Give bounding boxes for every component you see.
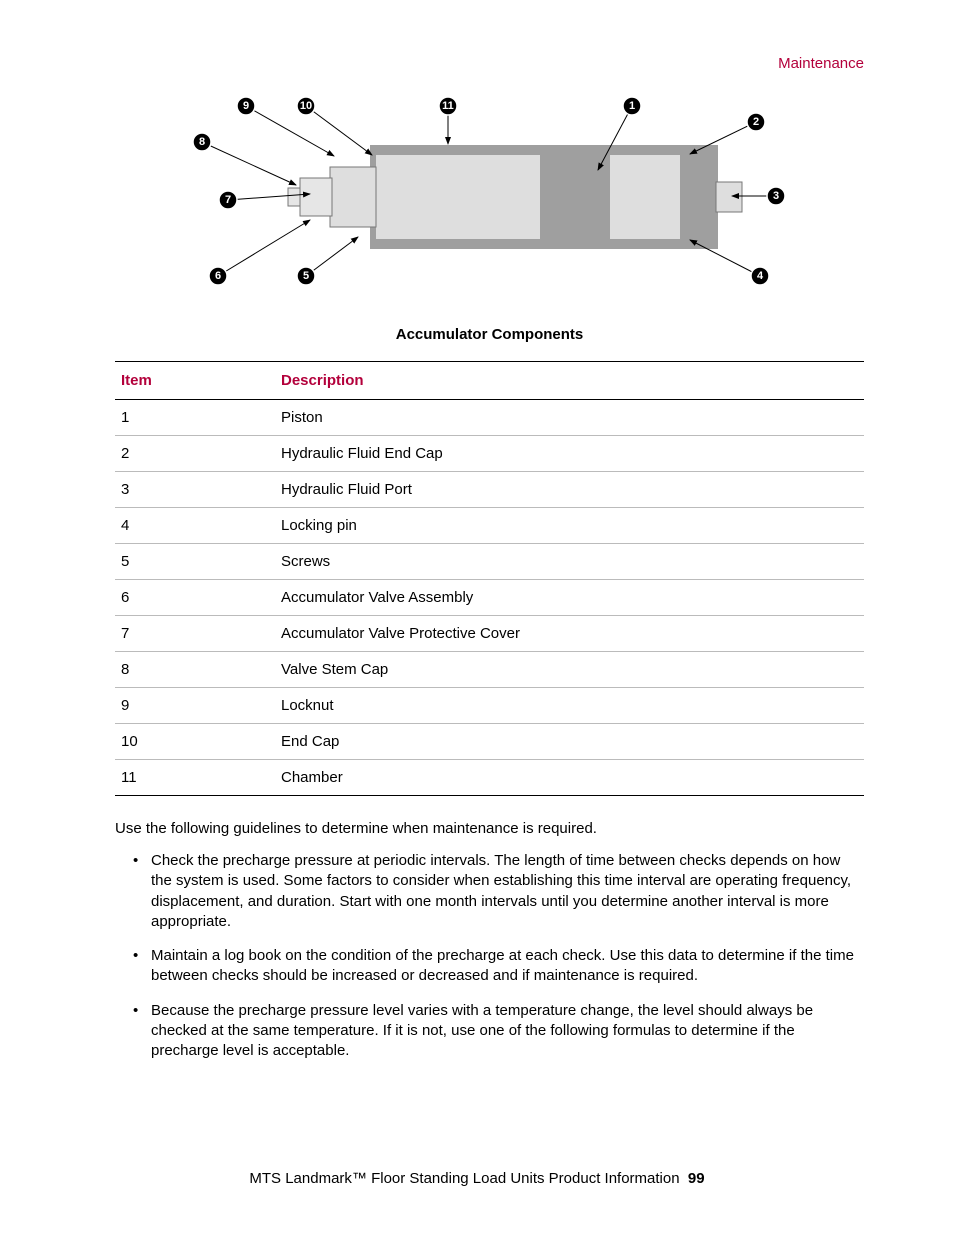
diagram-container: 9101112873654 — [180, 92, 800, 296]
accumulator-diagram: 9101112873654 — [180, 92, 800, 292]
cell-description: Hydraulic Fluid Port — [275, 472, 864, 508]
cell-item: 2 — [115, 436, 275, 472]
intro-paragraph: Use the following guidelines to determin… — [115, 820, 864, 837]
table-row: 10End Cap — [115, 724, 864, 760]
table-row: 2Hydraulic Fluid End Cap — [115, 436, 864, 472]
cell-item: 1 — [115, 400, 275, 436]
cell-item: 7 — [115, 616, 275, 652]
footer-text: MTS Landmark™ Floor Standing Load Units … — [249, 1170, 679, 1187]
table-row: 5Screws — [115, 544, 864, 580]
table-row: 1Piston — [115, 400, 864, 436]
list-item: Maintain a log book on the condition of … — [133, 946, 864, 987]
svg-text:4: 4 — [756, 270, 763, 282]
footer-pagenum: 99 — [688, 1170, 705, 1187]
cell-description: Hydraulic Fluid End Cap — [275, 436, 864, 472]
svg-text:6: 6 — [214, 270, 220, 282]
cell-item: 10 — [115, 724, 275, 760]
components-table: Item Description 1Piston2Hydraulic Fluid… — [115, 361, 864, 796]
guidelines-list: Check the precharge pressure at periodic… — [115, 851, 864, 1061]
section-label: Maintenance — [115, 55, 864, 72]
cell-item: 11 — [115, 760, 275, 796]
table-row: 11Chamber — [115, 760, 864, 796]
svg-text:2: 2 — [752, 116, 758, 128]
cell-item: 9 — [115, 688, 275, 724]
cell-description: Piston — [275, 400, 864, 436]
table-row: 7Accumulator Valve Protective Cover — [115, 616, 864, 652]
svg-text:11: 11 — [442, 100, 454, 112]
svg-text:10: 10 — [299, 100, 311, 112]
svg-text:8: 8 — [198, 136, 204, 148]
diagram-title: Accumulator Components — [115, 326, 864, 343]
table-row: 6Accumulator Valve Assembly — [115, 580, 864, 616]
cell-description: Locknut — [275, 688, 864, 724]
list-item: Because the precharge pressure level var… — [133, 1001, 864, 1062]
cell-item: 3 — [115, 472, 275, 508]
table-row: 9Locknut — [115, 688, 864, 724]
cell-description: Chamber — [275, 760, 864, 796]
svg-text:9: 9 — [242, 100, 248, 112]
svg-text:7: 7 — [224, 194, 230, 206]
table-header-item: Item — [115, 362, 275, 400]
cell-description: Screws — [275, 544, 864, 580]
cell-item: 6 — [115, 580, 275, 616]
svg-text:3: 3 — [772, 190, 778, 202]
cell-item: 8 — [115, 652, 275, 688]
list-item: Check the precharge pressure at periodic… — [133, 851, 864, 932]
cell-description: Locking pin — [275, 508, 864, 544]
table-row: 4Locking pin — [115, 508, 864, 544]
cell-item: 5 — [115, 544, 275, 580]
cell-item: 4 — [115, 508, 275, 544]
table-row: 8Valve Stem Cap — [115, 652, 864, 688]
table-row: 3Hydraulic Fluid Port — [115, 472, 864, 508]
page-footer: MTS Landmark™ Floor Standing Load Units … — [0, 1170, 954, 1187]
cell-description: Valve Stem Cap — [275, 652, 864, 688]
cell-description: End Cap — [275, 724, 864, 760]
cell-description: Accumulator Valve Protective Cover — [275, 616, 864, 652]
svg-text:5: 5 — [302, 270, 308, 282]
table-header-description: Description — [275, 362, 864, 400]
cell-description: Accumulator Valve Assembly — [275, 580, 864, 616]
svg-text:1: 1 — [628, 100, 634, 112]
